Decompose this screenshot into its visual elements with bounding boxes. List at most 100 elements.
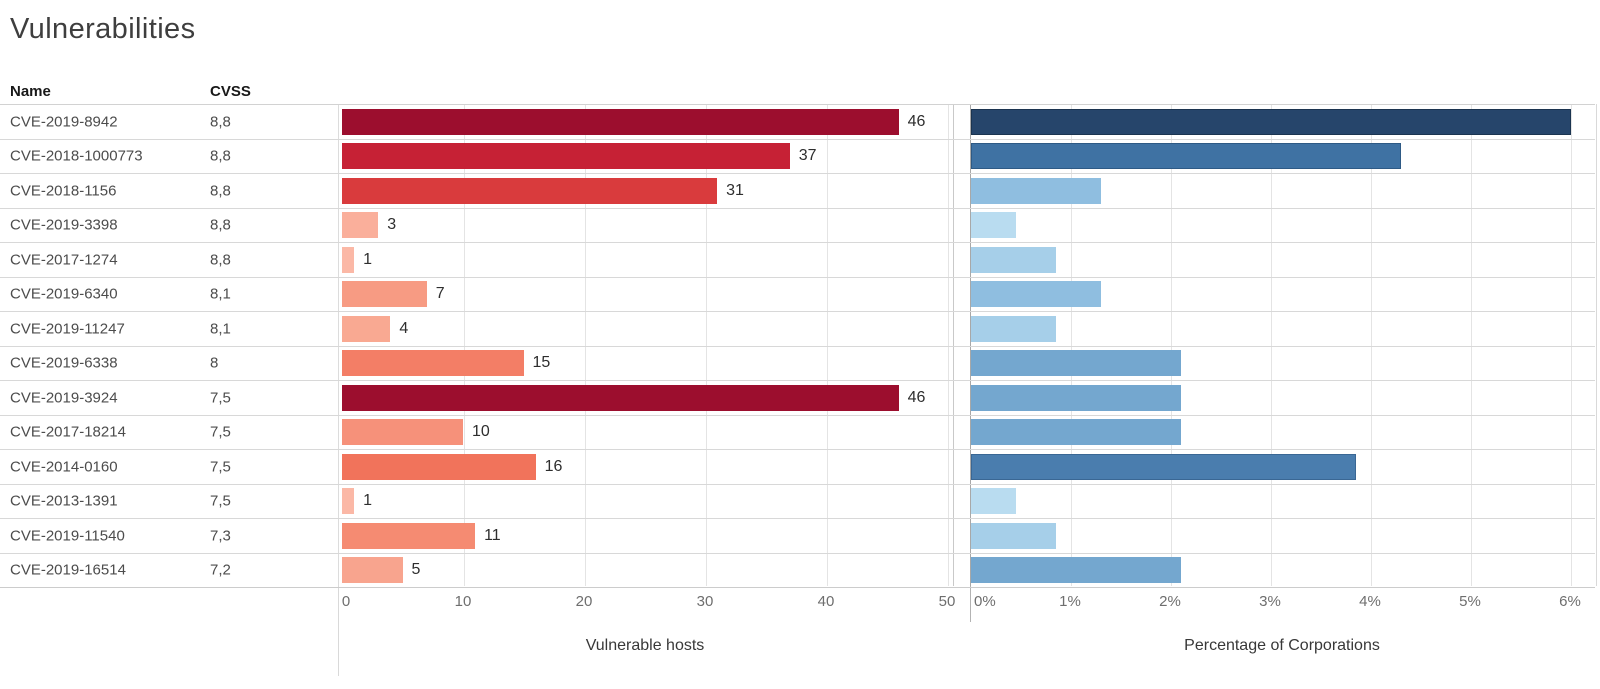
pct-axis-tick: 4% bbox=[1359, 593, 1381, 610]
table-row: CVE-2019-11247 8,1 4 bbox=[0, 312, 1595, 347]
hosts-value-label: 31 bbox=[726, 181, 744, 199]
pct-bar[interactable] bbox=[971, 246, 1056, 273]
gridline bbox=[1171, 104, 1172, 586]
pct-bar[interactable] bbox=[971, 453, 1356, 480]
hosts-bar[interactable] bbox=[342, 557, 403, 584]
hosts-value-label: 15 bbox=[532, 354, 551, 372]
hosts-value-label: 46 bbox=[907, 388, 926, 406]
cve-name: CVE-2019-11540 bbox=[10, 527, 125, 545]
cvss-value: 7,5 bbox=[210, 389, 231, 407]
hosts-bar[interactable] bbox=[342, 453, 536, 480]
pct-bar[interactable] bbox=[971, 315, 1056, 342]
table-row: CVE-2018-1156 8,8 31 bbox=[0, 174, 1595, 209]
hosts-bar[interactable] bbox=[342, 384, 899, 411]
cve-name: CVE-2018-1000773 bbox=[10, 147, 143, 165]
rows: CVE-2019-8942 8,8 46 CVE-2018-1000773 8,… bbox=[0, 104, 1595, 588]
gridline bbox=[1271, 104, 1272, 586]
hosts-value-label: 37 bbox=[798, 147, 817, 165]
pct-bar[interactable] bbox=[971, 384, 1181, 411]
table-row: CVE-2019-8942 8,8 46 bbox=[0, 105, 1595, 140]
hosts-bar[interactable] bbox=[342, 143, 790, 170]
cvss-value: 8,8 bbox=[210, 216, 231, 234]
pct-axis-title: Percentage of Corporations bbox=[1184, 637, 1380, 654]
gridline bbox=[1471, 104, 1472, 586]
pct-bar[interactable] bbox=[971, 281, 1101, 308]
cve-name: CVE-2013-1391 bbox=[10, 492, 118, 510]
hosts-axis-title: Vulnerable hosts bbox=[585, 637, 705, 654]
hosts-value-label: 3 bbox=[387, 216, 397, 234]
hosts-bar[interactable] bbox=[342, 488, 355, 515]
cvss-value: 7,5 bbox=[210, 458, 231, 476]
pct-axis-tick: 5% bbox=[1459, 593, 1481, 610]
hosts-value-label: 10 bbox=[472, 423, 490, 441]
table-row: CVE-2019-6338 8 15 bbox=[0, 347, 1595, 381]
pct-chart-pane bbox=[970, 104, 1597, 586]
pct-axis-tick: 0% bbox=[974, 593, 996, 610]
cve-name: CVE-2014-0160 bbox=[10, 458, 118, 476]
cve-name: CVE-2019-8942 bbox=[10, 113, 118, 131]
pct-bar[interactable] bbox=[971, 143, 1401, 170]
gridline bbox=[1371, 104, 1372, 586]
hosts-value-label: 11 bbox=[484, 526, 501, 544]
pct-axis-line-extension bbox=[970, 586, 971, 622]
table-row: CVE-2019-16514 7,2 5 bbox=[0, 554, 1595, 588]
hosts-axis-tick: 20 bbox=[575, 593, 593, 610]
cve-name: CVE-2019-3924 bbox=[10, 389, 118, 407]
pct-bar[interactable] bbox=[971, 108, 1571, 135]
cve-name: CVE-2017-1274 bbox=[10, 251, 118, 269]
cvss-value: 8,8 bbox=[210, 251, 231, 269]
cvss-value: 7,5 bbox=[210, 423, 231, 441]
table-row: CVE-2019-3924 7,5 46 bbox=[0, 381, 1595, 416]
table-row: CVE-2017-18214 7,5 10 bbox=[0, 416, 1595, 450]
hosts-bar[interactable] bbox=[342, 108, 899, 135]
hosts-value-label: 7 bbox=[435, 285, 445, 303]
hosts-value-label: 4 bbox=[399, 319, 409, 337]
hosts-bar[interactable] bbox=[342, 246, 355, 273]
pct-axis-tick: 1% bbox=[1059, 593, 1081, 610]
pct-bar[interactable] bbox=[971, 419, 1181, 446]
pct-bar[interactable] bbox=[971, 522, 1056, 549]
column-header-cvss: CVSS bbox=[210, 83, 251, 100]
hosts-bar[interactable] bbox=[342, 315, 391, 342]
cvss-value: 7,2 bbox=[210, 561, 231, 579]
pct-axis-tick: 2% bbox=[1159, 593, 1181, 610]
hosts-value-label: 5 bbox=[411, 561, 421, 579]
table-row: CVE-2017-1274 8,8 1 bbox=[0, 243, 1595, 278]
gridline bbox=[706, 104, 707, 586]
hosts-bar[interactable] bbox=[342, 350, 524, 377]
cvss-value: 8,1 bbox=[210, 285, 231, 303]
table-row: CVE-2019-3398 8,8 3 bbox=[0, 209, 1595, 243]
table-row: CVE-2018-1000773 8,8 37 bbox=[0, 140, 1595, 174]
hosts-axis-tick: 30 bbox=[696, 593, 714, 610]
hosts-axis-tick: 0 bbox=[341, 593, 351, 610]
hosts-bar[interactable] bbox=[342, 419, 463, 446]
hosts-bar[interactable] bbox=[342, 212, 379, 239]
cve-name: CVE-2019-6340 bbox=[10, 285, 118, 303]
pct-bar[interactable] bbox=[971, 488, 1016, 515]
cve-name: CVE-2017-18214 bbox=[10, 423, 126, 441]
gridline bbox=[1071, 104, 1072, 586]
pct-bar[interactable] bbox=[971, 177, 1101, 204]
gridline bbox=[1571, 104, 1572, 586]
pct-bar[interactable] bbox=[971, 212, 1016, 239]
table-row: CVE-2019-11540 7,3 11 bbox=[0, 519, 1595, 554]
hosts-chart-pane bbox=[338, 104, 954, 586]
cve-name: CVE-2019-11247 bbox=[10, 320, 125, 338]
pct-bar[interactable] bbox=[971, 350, 1181, 377]
hosts-value-label: 16 bbox=[544, 457, 563, 475]
gridline bbox=[585, 104, 586, 586]
cvss-value: 8,8 bbox=[210, 147, 231, 165]
hosts-value-label: 1 bbox=[363, 250, 372, 268]
cve-name: CVE-2019-6338 bbox=[10, 354, 118, 372]
hosts-bar[interactable] bbox=[342, 177, 718, 204]
column-header-name: Name bbox=[10, 83, 51, 100]
hosts-axis-tick: 50 bbox=[938, 593, 956, 610]
cvss-value: 8,8 bbox=[210, 182, 231, 200]
hosts-bar[interactable] bbox=[342, 281, 427, 308]
pct-bar[interactable] bbox=[971, 557, 1181, 584]
cvss-value: 7,5 bbox=[210, 492, 231, 510]
table-row: CVE-2014-0160 7,5 16 bbox=[0, 450, 1595, 485]
cvss-value: 8,8 bbox=[210, 113, 231, 131]
hosts-bar[interactable] bbox=[342, 522, 476, 549]
